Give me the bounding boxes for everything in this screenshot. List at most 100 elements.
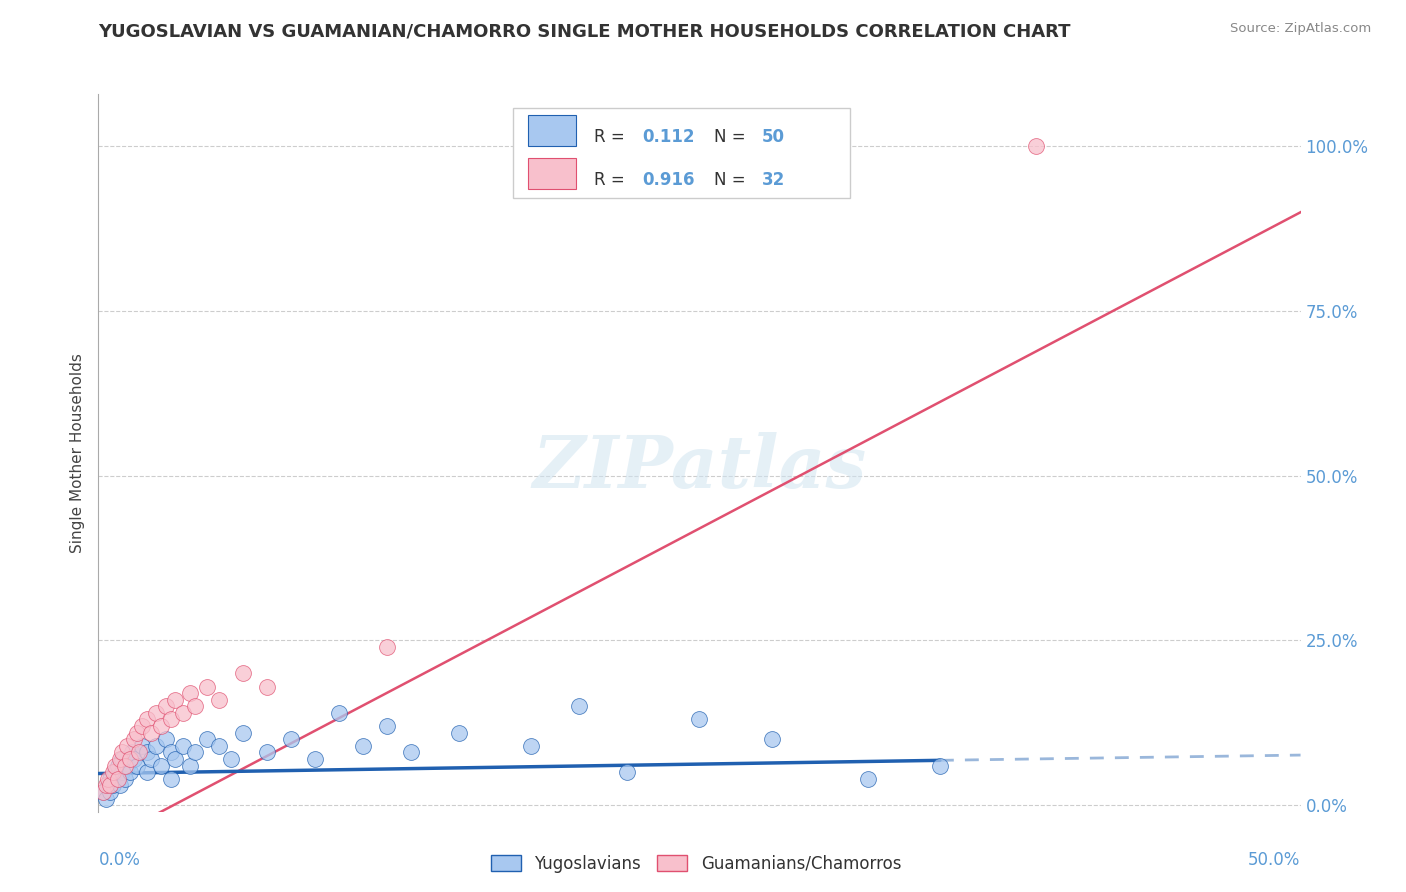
Point <box>375 640 398 654</box>
Point <box>128 746 150 760</box>
Point <box>761 732 783 747</box>
Point <box>183 746 205 760</box>
Point <box>124 752 146 766</box>
Point <box>108 752 131 766</box>
Text: 50: 50 <box>762 128 785 145</box>
Y-axis label: Single Mother Households: Single Mother Households <box>70 352 86 553</box>
Point <box>155 732 177 747</box>
Point <box>114 758 136 772</box>
Text: Source: ZipAtlas.com: Source: ZipAtlas.com <box>1230 22 1371 36</box>
Point <box>111 765 134 780</box>
Point <box>131 739 153 753</box>
Point <box>159 713 181 727</box>
Legend: Yugoslavians, Guamanians/Chamorros: Yugoslavians, Guamanians/Chamorros <box>484 848 908 880</box>
Bar <box>527 158 575 189</box>
Point <box>155 699 177 714</box>
Text: 0.0%: 0.0% <box>98 851 141 869</box>
Point <box>195 732 218 747</box>
Point <box>208 692 231 706</box>
Point <box>141 752 163 766</box>
Point <box>107 772 129 786</box>
Text: R =: R = <box>593 128 630 145</box>
Point <box>118 765 141 780</box>
Point <box>219 752 242 766</box>
Text: YUGOSLAVIAN VS GUAMANIAN/CHAMORRO SINGLE MOTHER HOUSEHOLDS CORRELATION CHART: YUGOSLAVIAN VS GUAMANIAN/CHAMORRO SINGLE… <box>98 22 1071 40</box>
Text: 50.0%: 50.0% <box>1249 851 1301 869</box>
Point <box>165 692 187 706</box>
Point <box>131 719 153 733</box>
Point <box>447 725 470 739</box>
Point <box>107 758 129 772</box>
Text: 0.916: 0.916 <box>641 171 695 189</box>
Point <box>1025 139 1047 153</box>
Point <box>183 699 205 714</box>
Point <box>135 746 157 760</box>
Point <box>616 765 638 780</box>
Point <box>100 772 122 786</box>
Point <box>107 772 129 786</box>
Point <box>149 719 172 733</box>
Point <box>280 732 302 747</box>
Point <box>149 758 172 772</box>
Point <box>100 785 122 799</box>
Point <box>97 772 120 786</box>
Text: 0.112: 0.112 <box>641 128 695 145</box>
Point <box>135 713 157 727</box>
Point <box>94 778 117 792</box>
Point <box>145 706 167 720</box>
Point <box>91 785 114 799</box>
Point <box>256 680 278 694</box>
Point <box>159 772 181 786</box>
Point <box>328 706 350 720</box>
Point <box>232 725 254 739</box>
Point <box>104 758 127 772</box>
Point <box>304 752 326 766</box>
Point <box>97 778 120 792</box>
Point <box>159 746 181 760</box>
Point <box>256 746 278 760</box>
Bar <box>527 115 575 146</box>
Point <box>172 739 194 753</box>
Point <box>135 765 157 780</box>
Point <box>352 739 374 753</box>
Point <box>195 680 218 694</box>
Point <box>117 758 139 772</box>
Point <box>94 791 117 805</box>
Point <box>856 772 879 786</box>
Text: 32: 32 <box>762 171 785 189</box>
Point <box>108 778 131 792</box>
Point <box>568 699 591 714</box>
Point <box>111 746 134 760</box>
Point <box>104 765 127 780</box>
Point <box>208 739 231 753</box>
Point <box>928 758 950 772</box>
Point <box>399 746 422 760</box>
Text: N =: N = <box>714 128 751 145</box>
Point <box>375 719 398 733</box>
Point <box>232 666 254 681</box>
Point <box>165 752 187 766</box>
Text: N =: N = <box>714 171 751 189</box>
Point <box>114 772 136 786</box>
Text: ZIPatlas: ZIPatlas <box>533 432 866 502</box>
Point <box>141 725 163 739</box>
Point <box>145 739 167 753</box>
Point <box>100 778 122 792</box>
Point <box>689 713 711 727</box>
Point <box>121 746 143 760</box>
Point <box>117 739 139 753</box>
Point <box>172 706 194 720</box>
Point <box>111 752 134 766</box>
Point <box>179 686 201 700</box>
Point <box>101 778 124 792</box>
Point <box>91 785 114 799</box>
Point <box>125 758 148 772</box>
Point <box>101 765 124 780</box>
FancyBboxPatch shape <box>513 108 849 198</box>
Point <box>124 732 146 747</box>
Point <box>118 752 141 766</box>
Point <box>179 758 201 772</box>
Point <box>520 739 543 753</box>
Text: R =: R = <box>593 171 630 189</box>
Point <box>125 725 148 739</box>
